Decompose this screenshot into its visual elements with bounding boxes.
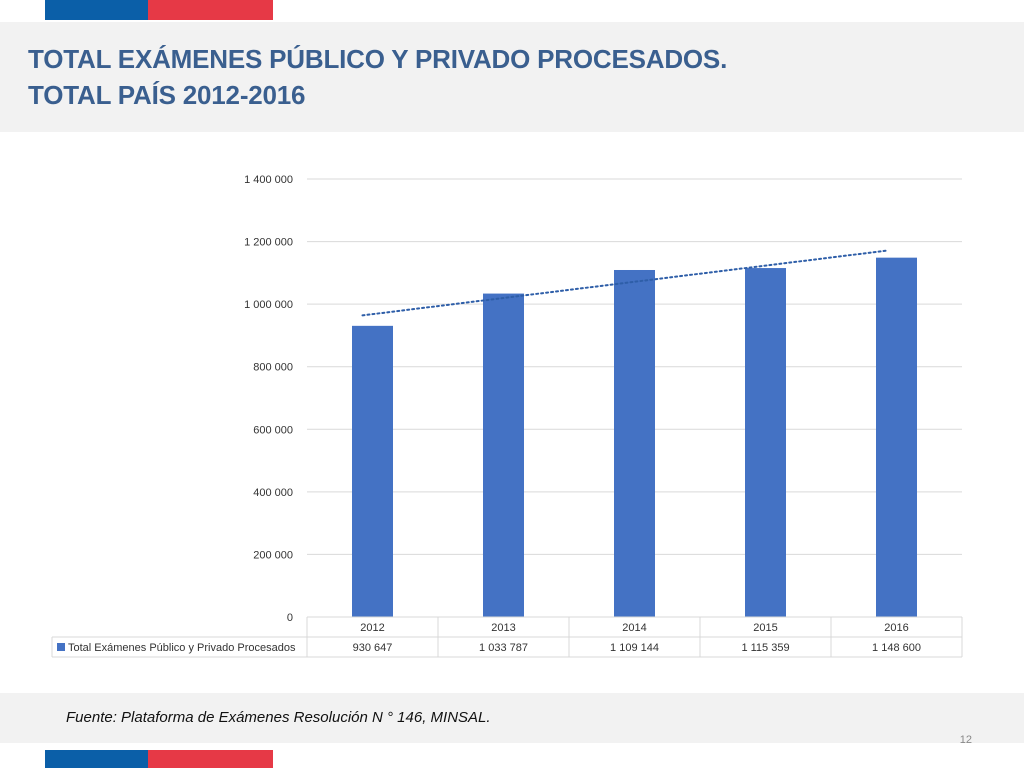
bar-2013 bbox=[483, 293, 524, 617]
data-label: 1 148 600 bbox=[872, 642, 921, 654]
flag-stripe-bottom bbox=[45, 750, 273, 768]
source-note: Fuente: Plataforma de Exámenes Resolució… bbox=[66, 709, 491, 726]
x-tick-label: 2012 bbox=[360, 622, 384, 634]
slide-title-line-2: TOTAL PAÍS 2012-2016 bbox=[28, 80, 306, 110]
bar-2016 bbox=[876, 257, 917, 617]
slide-title-line-1: TOTAL EXÁMENES PÚBLICO Y PRIVADO PROCESA… bbox=[28, 44, 728, 74]
bar-chart: 0 200 000 400 000 600 000 800 000 1 000 000 1 … bbox=[51, 174, 963, 658]
legend-swatch bbox=[57, 643, 65, 651]
y-tick-label: 1 400 000 bbox=[244, 174, 293, 186]
bar-2015 bbox=[745, 268, 786, 617]
data-label: 1 033 787 bbox=[479, 642, 528, 654]
source-band bbox=[0, 693, 1024, 743]
flag-blue-segment bbox=[45, 0, 148, 20]
data-label: 1 115 359 bbox=[741, 642, 789, 654]
y-tick-label: 1 000 000 bbox=[244, 299, 293, 311]
data-label: 1 109 144 bbox=[610, 642, 659, 654]
flag-blue-segment bbox=[45, 750, 148, 768]
y-tick-label: 600 000 bbox=[253, 424, 293, 436]
bar-2014 bbox=[614, 269, 655, 617]
y-tick-label: 0 bbox=[287, 612, 293, 624]
y-tick-label: 1 200 000 bbox=[244, 237, 293, 249]
flag-stripe-top bbox=[45, 0, 273, 20]
x-tick-label: 2013 bbox=[491, 622, 515, 634]
data-label: 930 647 bbox=[353, 642, 393, 654]
x-tick-label: 2014 bbox=[622, 622, 646, 634]
x-tick-label: 2016 bbox=[884, 622, 908, 634]
legend-label: Total Exámenes Público y Privado Procesa… bbox=[68, 642, 296, 654]
page-number: 12 bbox=[959, 734, 972, 746]
y-tick-label: 800 000 bbox=[253, 362, 293, 374]
y-tick-label: 200 000 bbox=[253, 549, 293, 561]
flag-red-segment bbox=[148, 750, 273, 768]
title-band bbox=[0, 22, 1024, 132]
bar-2012 bbox=[352, 325, 393, 617]
y-tick-label: 400 000 bbox=[253, 487, 293, 499]
trendline bbox=[361, 249, 888, 317]
flag-red-segment bbox=[148, 0, 273, 20]
x-tick-label: 2015 bbox=[753, 622, 777, 634]
